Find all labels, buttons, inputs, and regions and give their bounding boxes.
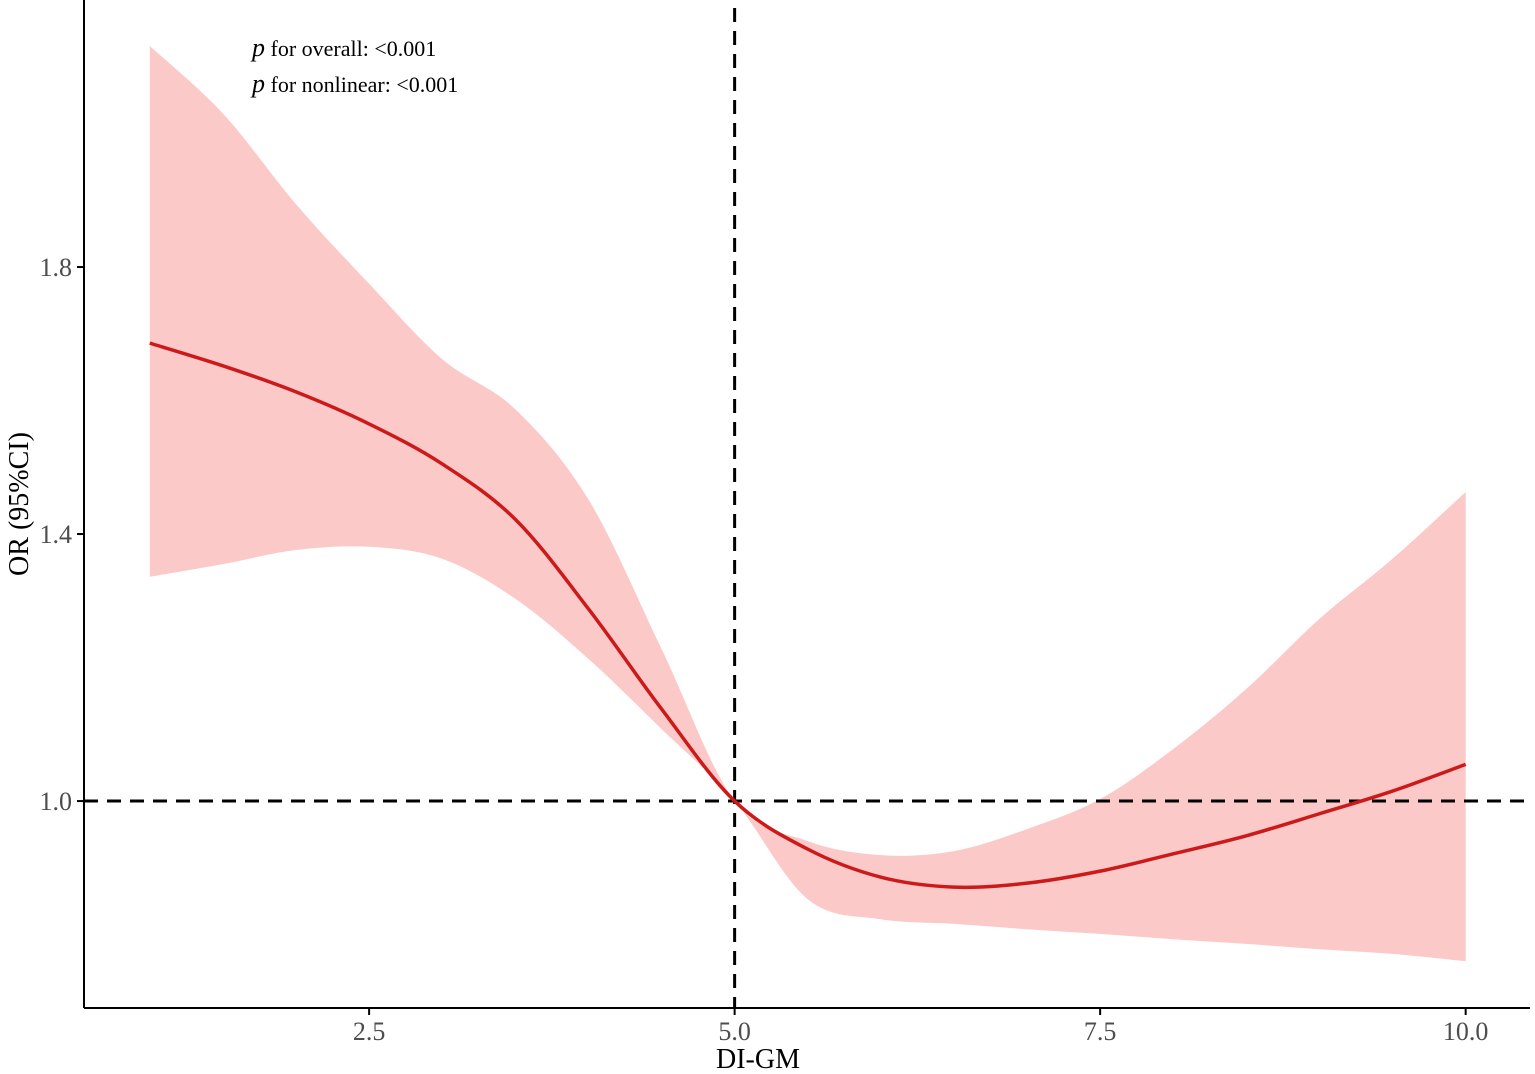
- y-tick-label: 1.0: [40, 787, 73, 816]
- x-tick-label: 2.5: [353, 1017, 386, 1046]
- y-tick-label: 1.4: [40, 520, 73, 549]
- annotation-text: for overall: <0.001: [265, 36, 436, 61]
- x-tick-label: 10.0: [1443, 1017, 1489, 1046]
- x-axis-label: DI-GM: [716, 1044, 800, 1074]
- y-tick-label: 1.8: [40, 253, 73, 282]
- y-axis-label: OR (95%CI): [4, 432, 35, 576]
- annotation-overall: p for overall: <0.001: [250, 33, 436, 62]
- x-tick-label: 7.5: [1084, 1017, 1117, 1046]
- annotation-nonlinear: p for nonlinear: <0.001: [250, 69, 458, 98]
- estimate-line: [149, 341, 1467, 890]
- annotation-p-italic: p: [250, 69, 265, 98]
- annotation-p-italic: p: [250, 33, 265, 62]
- annotation-text: for nonlinear: <0.001: [265, 72, 458, 97]
- confidence-ribbon: [149, 46, 1466, 962]
- x-tick-label: 5.0: [718, 1017, 751, 1046]
